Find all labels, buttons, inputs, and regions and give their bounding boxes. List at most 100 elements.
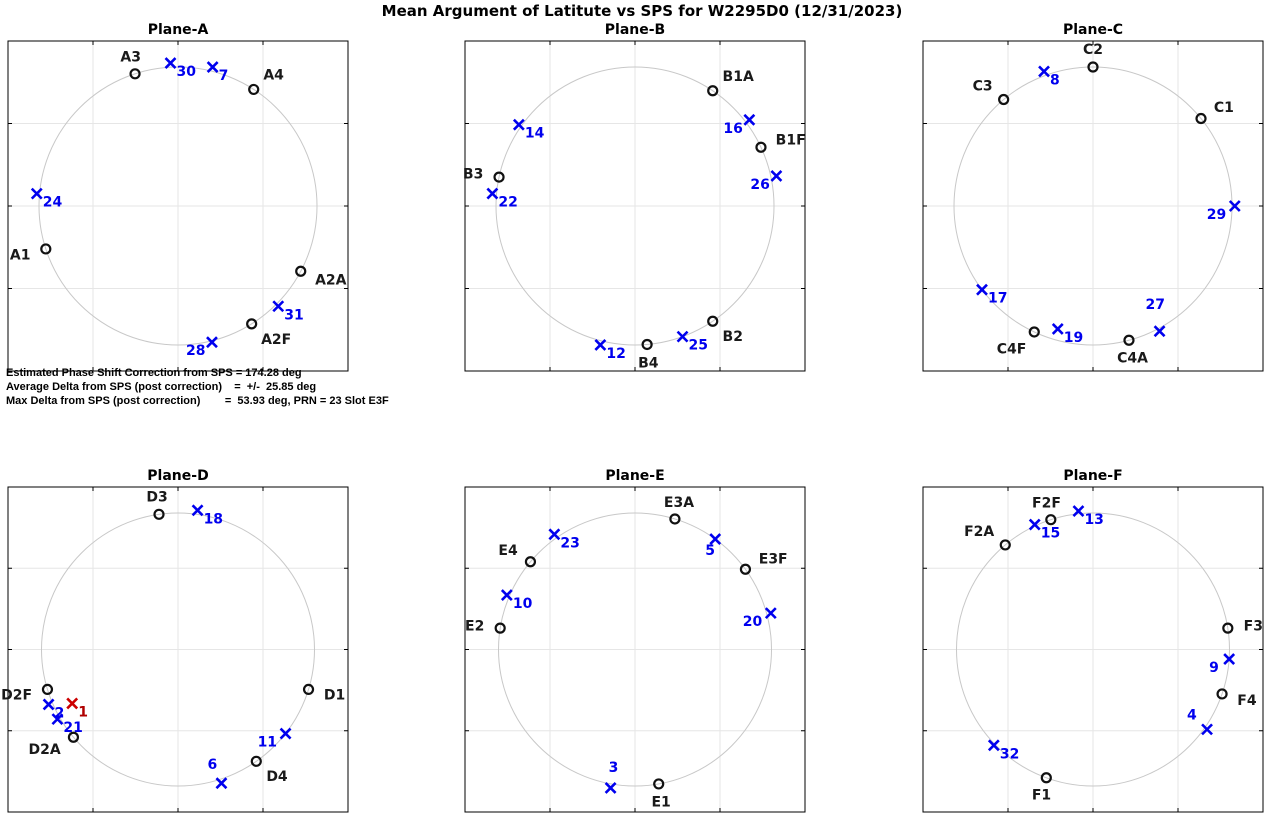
panel-plane-d: Plane-D D1 D2A D2F D3 D4 18 212 11 6 1 bbox=[1, 468, 349, 813]
sv-label: 7 bbox=[219, 68, 229, 84]
slot-label: A2F bbox=[261, 332, 291, 348]
orbit-circle bbox=[41, 512, 315, 787]
slot-marker bbox=[1216, 688, 1228, 700]
slot-marker bbox=[302, 683, 315, 696]
sv-label: 26 bbox=[750, 177, 769, 193]
sv-label: 24 bbox=[43, 195, 63, 211]
slot-label: F1 bbox=[1032, 788, 1051, 804]
slot-marker bbox=[669, 513, 681, 525]
panel-title: Plane-C bbox=[1063, 22, 1123, 38]
slot-label: A1 bbox=[10, 248, 31, 264]
sv-marker bbox=[191, 504, 204, 517]
slot-marker bbox=[153, 508, 165, 520]
sv-label: 15 bbox=[1041, 526, 1060, 542]
sv-marker bbox=[500, 589, 513, 602]
sv-marker bbox=[743, 113, 756, 126]
slot-label: B1A bbox=[723, 69, 754, 85]
sv-marker bbox=[1051, 323, 1064, 335]
orbit-circle bbox=[495, 66, 775, 346]
sv-label: 25 bbox=[689, 338, 708, 354]
slot-label: C3 bbox=[973, 79, 993, 95]
slot-label: D1 bbox=[324, 688, 345, 704]
sv-marker bbox=[770, 170, 783, 182]
sv-label: 28 bbox=[186, 343, 205, 359]
sv-marker bbox=[51, 713, 64, 726]
sv-marker bbox=[164, 57, 177, 69]
orbit-circle bbox=[498, 512, 772, 787]
slot-marker bbox=[1045, 514, 1057, 526]
panel-plane-a: Plane-A A1 A2A A2F A3 A4 30 7 24 31 28 bbox=[7, 22, 349, 372]
sv-marker bbox=[1028, 518, 1041, 531]
panel-plane-f: Plane-F F1 F2A F2F F3 F4 13 15 9 4 32 bbox=[922, 468, 1264, 813]
sv-marker bbox=[512, 118, 525, 131]
sv-marker bbox=[594, 338, 607, 351]
sv-marker bbox=[486, 187, 499, 200]
slot-marker bbox=[129, 68, 141, 80]
sv-marker bbox=[1201, 723, 1213, 736]
slot-marker bbox=[999, 539, 1011, 551]
stats-block: Estimated Phase Shift Correction from SP… bbox=[6, 366, 389, 408]
slot-label: B3 bbox=[463, 166, 483, 182]
slot-marker bbox=[295, 265, 307, 277]
sv-marker bbox=[1228, 200, 1241, 212]
sv-label: 16 bbox=[723, 121, 742, 137]
slot-marker bbox=[755, 141, 767, 153]
slot-marker bbox=[641, 338, 653, 351]
panel-title: Plane-E bbox=[605, 468, 664, 484]
sv-label: 20 bbox=[743, 614, 763, 630]
sv-label: 21 bbox=[63, 720, 82, 736]
panel-title: Plane-F bbox=[1063, 468, 1122, 484]
sv-label: 3 bbox=[609, 760, 619, 776]
slot-label: B4 bbox=[638, 355, 659, 371]
slot-label: C4A bbox=[1117, 351, 1148, 367]
slot-label: B2 bbox=[723, 329, 743, 345]
sv-marker bbox=[604, 782, 617, 794]
sv-marker bbox=[1072, 505, 1085, 517]
sv-label: 31 bbox=[284, 307, 303, 323]
avg-delta-text: Average Delta from SPS (post correction)… bbox=[6, 381, 317, 393]
slot-label: F2F bbox=[1032, 496, 1061, 512]
slot-label: E3F bbox=[759, 552, 788, 568]
slot-label: A2A bbox=[315, 273, 347, 289]
sv-marker bbox=[206, 336, 218, 349]
sv-marker bbox=[976, 283, 988, 296]
panel-title: Plane-A bbox=[148, 22, 209, 38]
sv-marker bbox=[279, 727, 292, 740]
slot-label: F2A bbox=[964, 524, 994, 540]
slot-marker bbox=[524, 556, 537, 568]
slot-label: E4 bbox=[498, 543, 518, 559]
slot-marker bbox=[248, 83, 260, 96]
slot-label: C1 bbox=[1214, 100, 1234, 116]
sv-marker bbox=[764, 607, 777, 620]
slot-label: D2F bbox=[1, 688, 32, 704]
phase-shift-text: Estimated Phase Shift Correction from SP… bbox=[6, 367, 302, 379]
slot-marker bbox=[1123, 334, 1135, 346]
slot-label: E1 bbox=[651, 795, 670, 811]
slot-marker bbox=[998, 93, 1010, 106]
sv-label: 14 bbox=[525, 126, 545, 142]
slot-marker bbox=[707, 85, 719, 97]
sv-label: 1 bbox=[78, 704, 88, 720]
sv-marker bbox=[1038, 65, 1050, 78]
slot-label: F4 bbox=[1237, 693, 1257, 709]
sv-marker bbox=[676, 330, 689, 343]
slot-marker bbox=[1040, 772, 1052, 784]
sv-label: 30 bbox=[177, 64, 197, 80]
panel-title: Plane-D bbox=[147, 468, 208, 484]
panel-title: Plane-B bbox=[605, 22, 665, 38]
sv-marker bbox=[1223, 653, 1236, 665]
slot-marker bbox=[67, 731, 80, 743]
slot-marker bbox=[246, 318, 258, 330]
slot-marker bbox=[1028, 326, 1040, 338]
slot-label: D4 bbox=[266, 769, 288, 785]
sv-label: 32 bbox=[1000, 746, 1019, 762]
sv-label: 19 bbox=[1064, 330, 1083, 346]
sv-marker bbox=[709, 533, 722, 545]
orbit-circle bbox=[956, 512, 1230, 787]
sv-label: 8 bbox=[1050, 72, 1060, 88]
slot-marker bbox=[40, 243, 52, 255]
sv-label: 9 bbox=[1209, 660, 1219, 676]
sv-marker bbox=[30, 187, 43, 200]
slot-label: D3 bbox=[146, 490, 167, 506]
